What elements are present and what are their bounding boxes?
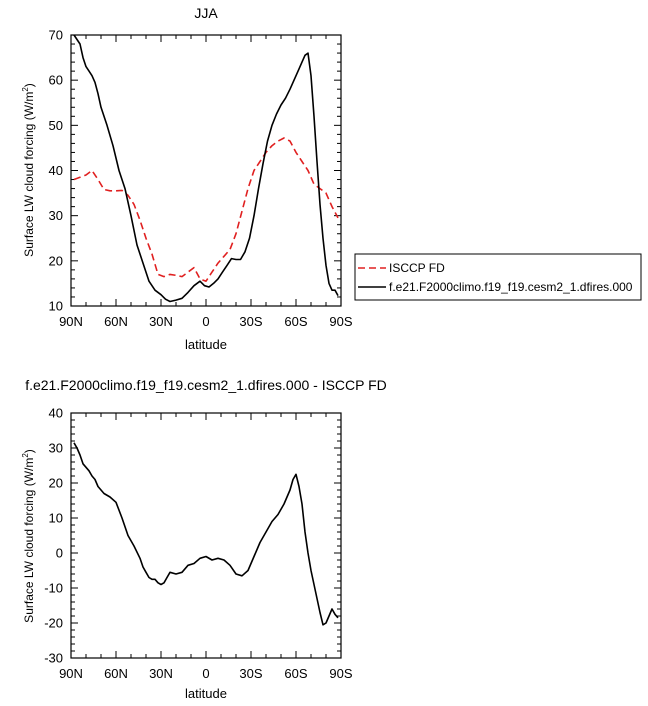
panel1-x-tick-label: 0 [202,314,209,329]
panel1-model-line [73,34,339,303]
chart-marks: 90N 60N 30N 0 30S 60S 90S 10 20 30 40 50 60 70 90N 60N 3… [44,28,353,682]
panel2-x-tick-label: 60N [104,666,128,681]
panel2-y-tick-label: -10 [44,581,63,596]
legend-label-model: f.e21.F2000climo.f19_f19.cesm2_1.dfires.… [389,280,633,294]
panel1-y-tick-label: 40 [49,163,63,178]
panel2-y-tick-label: 30 [49,441,63,456]
panel1-x-tick-label: 30N [149,314,173,329]
panel1-y-tick-label: 60 [49,73,63,88]
panel2-x-tick-label: 90N [59,666,83,681]
panel2-y-tick-label: -20 [44,616,63,631]
panel1-y-tick-label: 10 [49,299,63,314]
panel1-y-tick-label: 50 [49,118,63,133]
panel1-x-tick-label: 60N [104,314,128,329]
panel1-title: JJA [194,5,218,21]
panel1-y-tick-label: 70 [49,28,63,43]
panel1-y-tick-label: 30 [49,208,63,223]
panel2-y-tick-label: -30 [44,651,63,666]
panel2-title: f.e21.F2000climo.f19_f19.cesm2_1.dfires.… [25,377,387,393]
panel1-ylabel-end: ) [22,83,36,87]
panel1-xlabel: latitude [185,337,227,352]
panel2-plot-frame [70,412,342,659]
panel1-x-tick-label: 30S [239,314,262,329]
panel1-isccp-line [73,137,339,283]
panel2-ylabel-sup: 2 [21,453,30,458]
panel2-x-tick-label: 60S [284,666,307,681]
panel2-y-tick-label: 20 [49,476,63,491]
panel1-ylabel-text: Surface LW cloud forcing (W/m [22,92,36,257]
legend-box [354,253,642,301]
panel1-plot-frame [70,34,342,307]
panel2-y-tick-label: 40 [49,406,63,421]
panel2-ylabel-end: ) [22,449,36,453]
panel1-y-tick-label: 20 [49,253,63,268]
panel1-x-tick-label: 90N [59,314,83,329]
panel2-y-tick-label: 0 [56,546,63,561]
panel2-x-tick-label: 0 [202,666,209,681]
legend-label-isccp: ISCCP FD [389,261,445,275]
panel2-x-tick-label: 30N [149,666,173,681]
panel2-ylabel: Surface LW cloud forcing (W/m2) [21,449,36,623]
panel2-difference-line [73,442,339,626]
panel1-ylabel: Surface LW cloud forcing (W/m2) [21,83,36,257]
legend: ISCCP FD f.e21.F2000climo.f19_f19.cesm2_… [354,253,642,301]
panel2-y-tick-label: 10 [49,511,63,526]
panel1-ylabel-sup: 2 [21,87,30,92]
panel2-x-tick-label: 90S [329,666,352,681]
panel1-x-tick-label: 90S [329,314,352,329]
panel2-ylabel-text: Surface LW cloud forcing (W/m [22,458,36,623]
panel1-x-tick-label: 60S [284,314,307,329]
panel2-xlabel: latitude [185,686,227,701]
panel2-x-tick-label: 30S [239,666,262,681]
